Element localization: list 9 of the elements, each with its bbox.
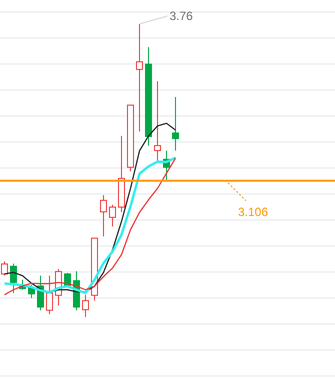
candlestick xyxy=(118,135,125,213)
candlestick xyxy=(172,96,179,152)
candlestick xyxy=(154,80,161,162)
candlestick xyxy=(145,46,152,146)
candlestick xyxy=(82,294,89,317)
text: 3.106 xyxy=(238,204,268,219)
candlestick xyxy=(136,24,143,132)
text: 3.76 xyxy=(170,9,194,23)
candlestick xyxy=(100,194,107,237)
